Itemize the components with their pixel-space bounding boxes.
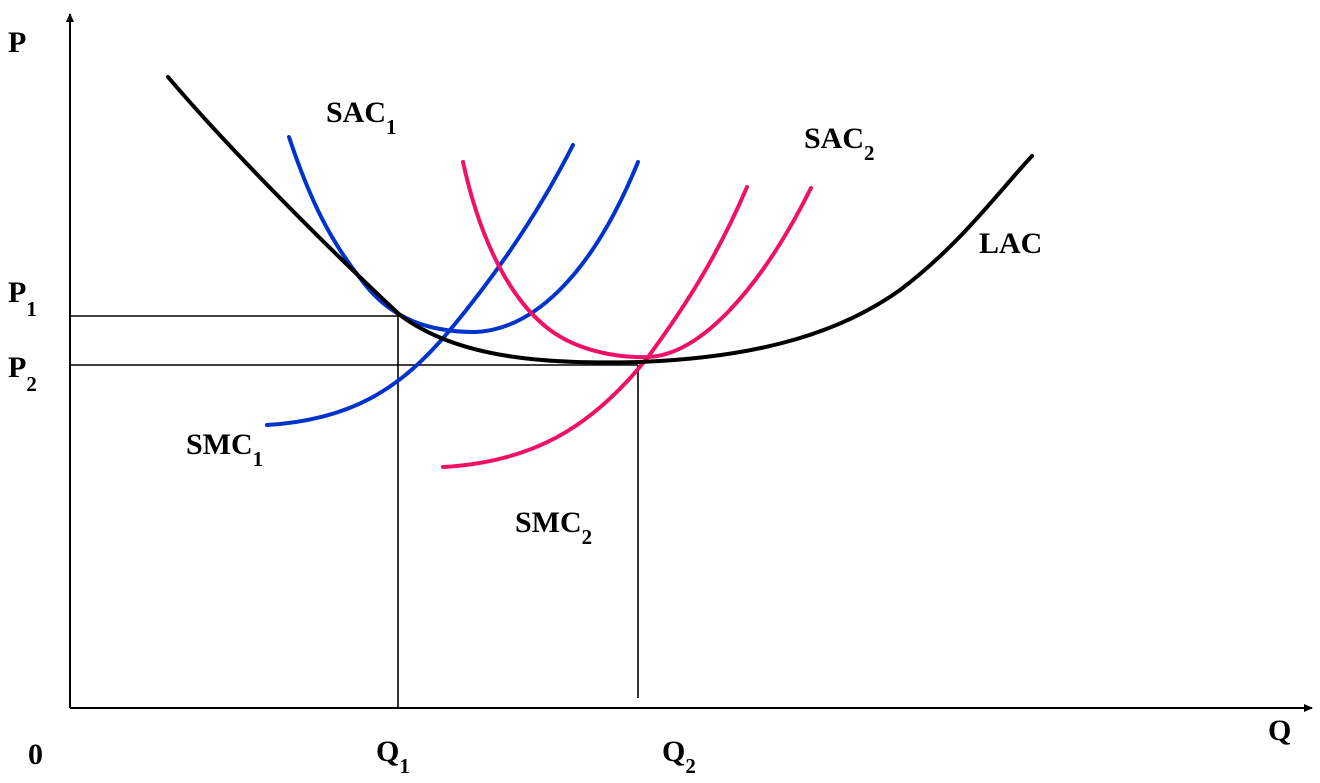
sac1-curve [287, 135, 640, 334]
q2-label: Q2 [662, 735, 696, 778]
p2-label-main: P [8, 351, 26, 384]
smc1-curve [265, 143, 575, 427]
x-axis-label: Q [1268, 714, 1291, 747]
q1-label-sub: 1 [399, 754, 410, 778]
sac2-label-main: SAC [804, 122, 864, 155]
lac-label: LAC [979, 227, 1042, 260]
sac1-label: SAC1 [326, 96, 397, 139]
sac2-label-sub: 2 [864, 141, 875, 165]
smc2-label-sub: 2 [582, 525, 593, 549]
p2-label: P2 [8, 351, 37, 396]
p2-label-sub: 2 [26, 372, 37, 396]
sac2-curve [461, 160, 813, 360]
smc1-label-sub: 1 [253, 447, 264, 471]
y-axis-label: P [8, 26, 26, 59]
lac-curve [166, 75, 1034, 365]
sac1-label-sub: 1 [386, 115, 397, 139]
q2-label-main: Q [662, 735, 685, 768]
origin-label: 0 [28, 738, 43, 771]
smc2-label-main: SMC [515, 506, 582, 539]
p1-label-main: P [8, 276, 26, 309]
p1-label-sub: 1 [26, 297, 37, 321]
sac1-label-main: SAC [326, 96, 386, 129]
p1-label: P1 [8, 276, 37, 321]
smc1-label: SMC1 [186, 428, 263, 471]
q1-label-main: Q [376, 735, 399, 768]
lac-label-main: LAC [979, 227, 1042, 260]
q2-label-sub: 2 [685, 754, 696, 778]
sac2-label: SAC2 [804, 122, 875, 165]
smc2-label: SMC2 [515, 506, 592, 549]
smc2-curve [441, 185, 749, 469]
smc1-label-main: SMC [186, 428, 253, 461]
q1-label: Q1 [376, 735, 410, 778]
